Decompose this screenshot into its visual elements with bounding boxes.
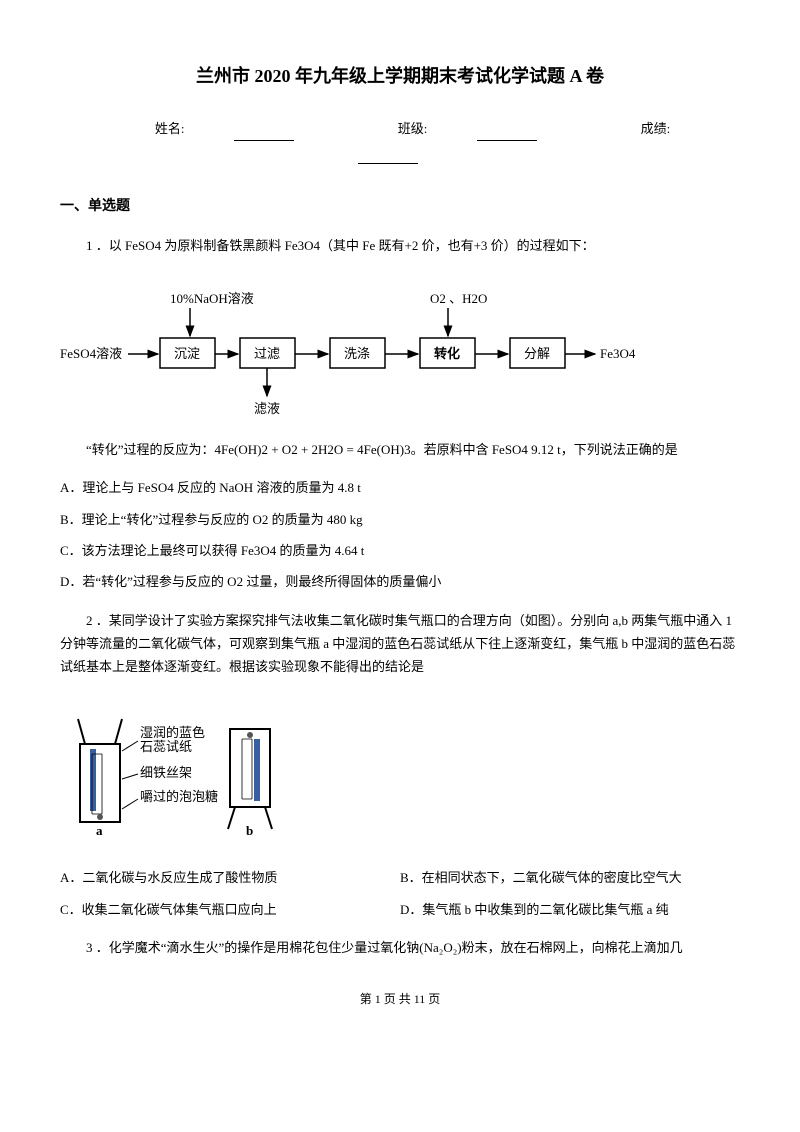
bottle-a-tube [78, 719, 122, 744]
q2-optD: D．集气瓶 b 中收集到的二氧化碳比集气瓶 a 纯 [400, 898, 740, 921]
flow-down2: 滤液 [254, 401, 280, 416]
flow-box3-text: 洗涤 [344, 346, 370, 361]
q1-optB: B．理论上“转化”过程参与反应的 O2 的质量为 480 kg [60, 508, 740, 531]
bottle-b [230, 729, 270, 807]
gum-b [247, 732, 253, 738]
flow-box1-text: 沉淀 [174, 346, 200, 361]
exam-title: 兰州市 2020 年九年级上学期期末考试化学试题 A 卷 [60, 60, 740, 92]
class-blank [477, 127, 537, 141]
q2-diagram: 湿润的蓝色 石蕊试纸 细铁丝架 嚼过的泡泡糖 a b [60, 699, 740, 846]
label-line [122, 799, 138, 809]
label-line [122, 741, 138, 751]
q3-post: 粉末，放在石棉网上，向棉花上滴加几 [462, 940, 683, 955]
flow-output: Fe3O4 [600, 346, 636, 361]
class-label: 班级: [398, 121, 428, 136]
q2-optA: A．二氧化碳与水反应生成了酸性物质 [60, 866, 400, 889]
info-row: 姓名: 班级: 成绩: [60, 117, 740, 164]
litmus-b [254, 739, 260, 801]
q2-optC: C．收集二氧化碳气体集气瓶口应向上 [60, 898, 400, 921]
q3-pre: 3 ．化学魔术“滴水生火”的操作是用棉花包住少量过氧化钠 [86, 940, 419, 955]
name-blank [234, 127, 294, 141]
flow-input: FeSO4溶液 [60, 346, 122, 361]
name-label: 姓名: [155, 121, 185, 136]
q3-formula: (Na₂O₂) [419, 940, 461, 955]
flow-box2-text: 过滤 [254, 346, 280, 361]
label-line [122, 774, 138, 779]
q2-row1: A．二氧化碳与水反应生成了酸性物质 B．在相同状态下，二氧化碳气体的密度比空气大 [60, 866, 740, 889]
q1-optD: D．若“转化”过程参与反应的 O2 过量，则最终所得固体的质量偏小 [60, 570, 740, 593]
q1-stem: 1 ．以 FeSO4 为原料制备铁黑颜料 Fe3O4（其中 Fe 既有+2 价，… [60, 234, 740, 257]
flow-top1: 10%NaOH溶液 [170, 291, 254, 306]
page-footer: 第 1 页 共 11 页 [60, 989, 740, 1011]
q2-label-b: b [246, 823, 253, 838]
flowchart-svg: FeSO4溶液 10%NaOH溶液 沉淀 过滤 滤液 洗涤 O2 、H2O 转化… [60, 278, 700, 418]
q2-lab3: 嚼过的泡泡糖 [140, 789, 218, 804]
q2-stem: 2 ．某同学设计了实验方案探究排气法收集二氧化碳时集气瓶口的合理方向（如图）。分… [60, 609, 740, 679]
section-header: 一、单选题 [60, 194, 740, 219]
q2-optB: B．在相同状态下，二氧化碳气体的密度比空气大 [400, 866, 740, 889]
q1-optA: A．理论上与 FeSO4 反应的 NaOH 溶液的质量为 4.8 t [60, 476, 740, 499]
q2-row2: C．收集二氧化碳气体集气瓶口应向上 D．集气瓶 b 中收集到的二氧化碳比集气瓶 … [60, 898, 740, 921]
q2-lab2: 细铁丝架 [140, 765, 192, 780]
litmus-a [90, 749, 96, 811]
q1-context: “转化”过程的反应为：4Fe(OH)2 + O2 + 2H2O = 4Fe(OH… [60, 438, 740, 461]
gum-a [97, 814, 103, 820]
q2-svg: 湿润的蓝色 石蕊试纸 细铁丝架 嚼过的泡泡糖 a b [60, 699, 320, 839]
flow-top4: O2 、H2O [430, 291, 487, 306]
q2-lab1b: 石蕊试纸 [140, 739, 192, 754]
q2-label-a: a [96, 823, 103, 838]
flow-box4-text: 转化 [434, 346, 460, 361]
flow-box5-text: 分解 [524, 346, 550, 361]
q1-flowchart: FeSO4溶液 10%NaOH溶液 沉淀 过滤 滤液 洗涤 O2 、H2O 转化… [60, 278, 740, 418]
q3-stem: 3 ．化学魔术“滴水生火”的操作是用棉花包住少量过氧化钠(Na₂O₂)粉末，放在… [60, 936, 740, 959]
score-label: 成绩: [641, 121, 671, 136]
bottle-a [80, 744, 120, 822]
q1-optC: C．该方法理论上最终可以获得 Fe3O4 的质量为 4.64 t [60, 539, 740, 562]
score-blank [358, 150, 418, 164]
q2-lab1: 湿润的蓝色 [140, 725, 205, 740]
